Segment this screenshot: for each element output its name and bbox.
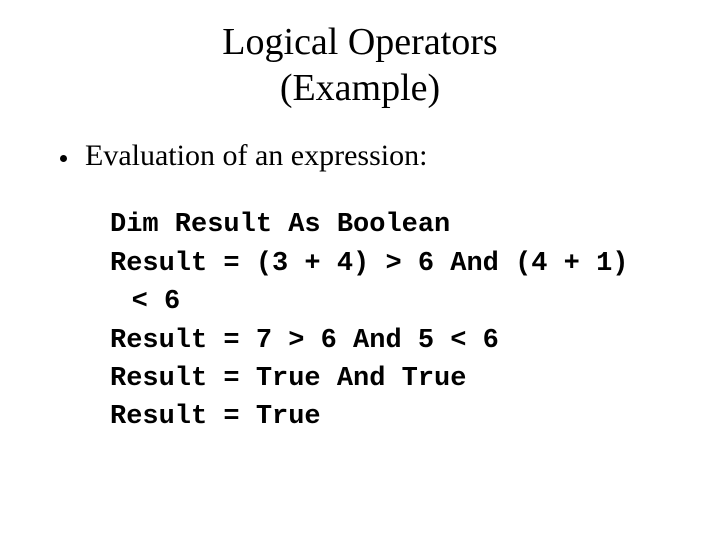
bullet-text: Evaluation of an expression:	[85, 139, 670, 173]
code-block: Dim Result As Boolean Result = (3 + 4) >…	[50, 207, 670, 436]
slide-title: Logical Operators (Example)	[50, 20, 670, 111]
title-line-1: Logical Operators	[222, 21, 497, 63]
bullet-item: Evaluation of an expression:	[50, 139, 670, 173]
code-line-2b: < 6	[110, 284, 650, 320]
title-line-2: (Example)	[280, 67, 440, 109]
code-line-5: Result = True	[110, 399, 650, 435]
code-line-4: Result = True And True	[110, 361, 650, 397]
bullet-dot-icon	[60, 155, 67, 162]
code-line-3: Result = 7 > 6 And 5 < 6	[110, 323, 650, 359]
slide-container: Logical Operators (Example) Evaluation o…	[0, 0, 720, 540]
code-line-2a: Result = (3 + 4) > 6 And (4 + 1)	[110, 246, 650, 282]
code-line-1: Dim Result As Boolean	[110, 207, 650, 243]
